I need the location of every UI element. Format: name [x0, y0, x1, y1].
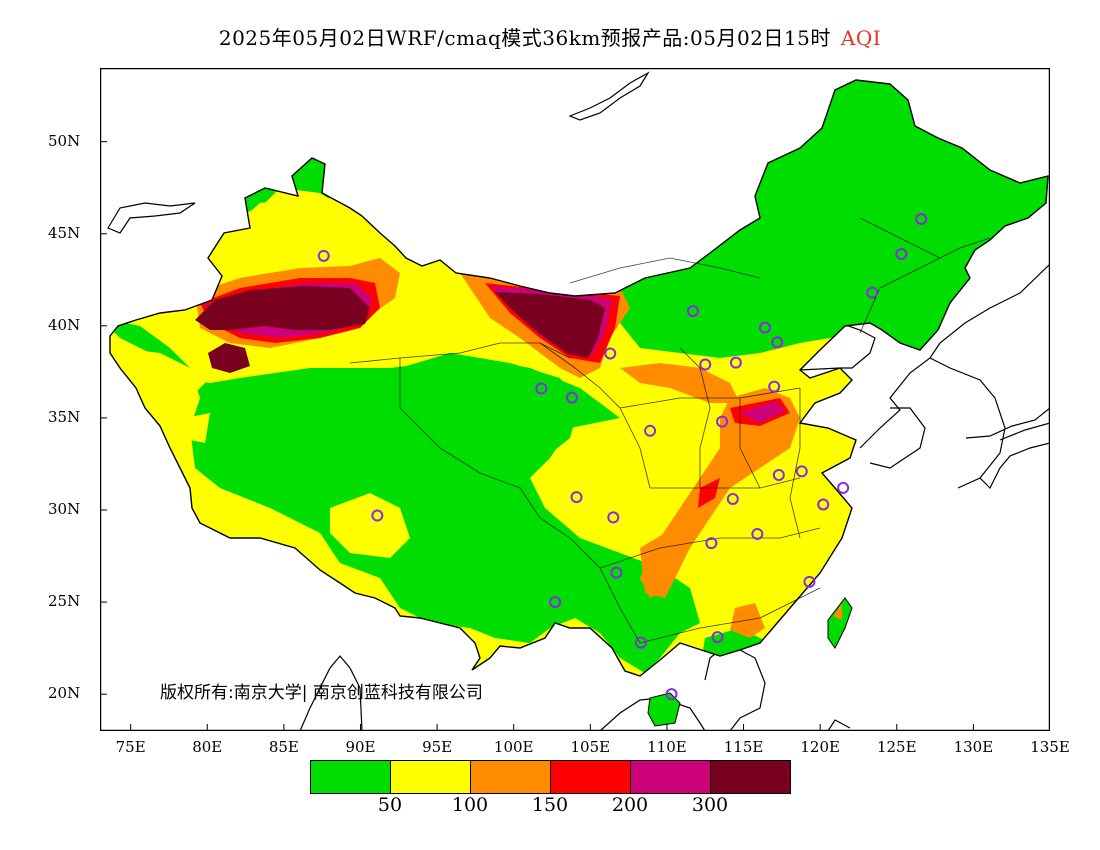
legend-label: 200 [611, 794, 649, 816]
city-station-marker [803, 575, 816, 588]
city-station-marker [607, 511, 620, 524]
city-station-marker [866, 286, 879, 299]
city-station-marker [644, 424, 657, 437]
lon-label: 120E [800, 738, 840, 756]
city-station-marker [915, 213, 928, 226]
city-station-marker [817, 498, 830, 511]
map-title: 2025年05月02日WRF/cmaq模式36km预报产品:05月02日15时 A… [0, 22, 1100, 51]
aqi-field [110, 80, 1048, 676]
city-station-marker [768, 380, 781, 393]
title-param: AQI [840, 26, 882, 50]
city-station-marker [634, 636, 647, 649]
title-text: 2025年05月02日WRF/cmaq模式36km预报产品:05月02日15时 [218, 26, 831, 50]
legend-swatch [311, 761, 391, 793]
lon-label: 115E [723, 738, 764, 756]
lon-label: 105E [570, 738, 611, 756]
city-station-marker [549, 596, 562, 609]
copyright-note: 版权所有:南京大学| 南京创蓝科技有限公司 [160, 683, 483, 703]
city-station-marker [772, 469, 785, 482]
city-station-marker [535, 382, 548, 395]
lon-label: 110E [647, 738, 687, 756]
lat-label: 35N [48, 407, 81, 426]
province-borders [349, 217, 991, 644]
city-station-marker [759, 321, 771, 334]
lat-label: 25N [48, 592, 81, 611]
legend-swatch [391, 761, 471, 793]
lon-label: 135E [1030, 738, 1070, 756]
city-station-marker [699, 358, 712, 371]
lat-label: 45N [48, 223, 81, 242]
city-station-marker [895, 248, 908, 261]
city-station-marker [371, 509, 384, 522]
map-frame [100, 68, 1050, 731]
city-station-marker [570, 491, 583, 504]
lon-label: 100E [493, 738, 534, 756]
city-station-marker [837, 481, 850, 494]
city-station-marker [317, 249, 330, 262]
aqi-legend [310, 760, 791, 794]
city-station-marker [751, 527, 764, 540]
legend-swatch [471, 761, 551, 793]
legend-swatch [551, 761, 631, 793]
city-station-marker [610, 566, 623, 579]
lon-label: 90E [345, 738, 376, 756]
legend-label: 300 [691, 794, 729, 816]
lon-label: 95E [422, 738, 453, 756]
city-station-marker [565, 391, 578, 404]
lat-label: 40N [48, 315, 81, 334]
lon-label: 125E [876, 738, 917, 756]
city-station-marker [705, 537, 718, 550]
city-station-marker [771, 336, 784, 349]
lon-label: 80E [192, 738, 223, 756]
legend-label: 150 [531, 794, 569, 816]
city-station-marker [686, 305, 699, 318]
legend-label: 50 [377, 794, 403, 816]
station-markers [317, 213, 928, 701]
lon-label: 130E [953, 738, 994, 756]
city-station-marker [795, 465, 808, 478]
legend-swatch [711, 761, 790, 793]
city-station-marker [711, 631, 724, 644]
lat-label: 50N [48, 131, 81, 150]
city-station-marker [716, 415, 729, 428]
lat-label: 30N [48, 500, 81, 518]
city-station-marker [665, 688, 678, 701]
lon-label: 85E [268, 738, 299, 756]
legend-swatch [631, 761, 711, 793]
city-station-marker [604, 347, 617, 360]
lat-label: 20N [48, 684, 81, 703]
legend-label: 100 [451, 794, 489, 816]
city-station-marker [726, 492, 739, 505]
city-station-marker [729, 356, 742, 369]
lon-label: 75E [115, 738, 146, 756]
